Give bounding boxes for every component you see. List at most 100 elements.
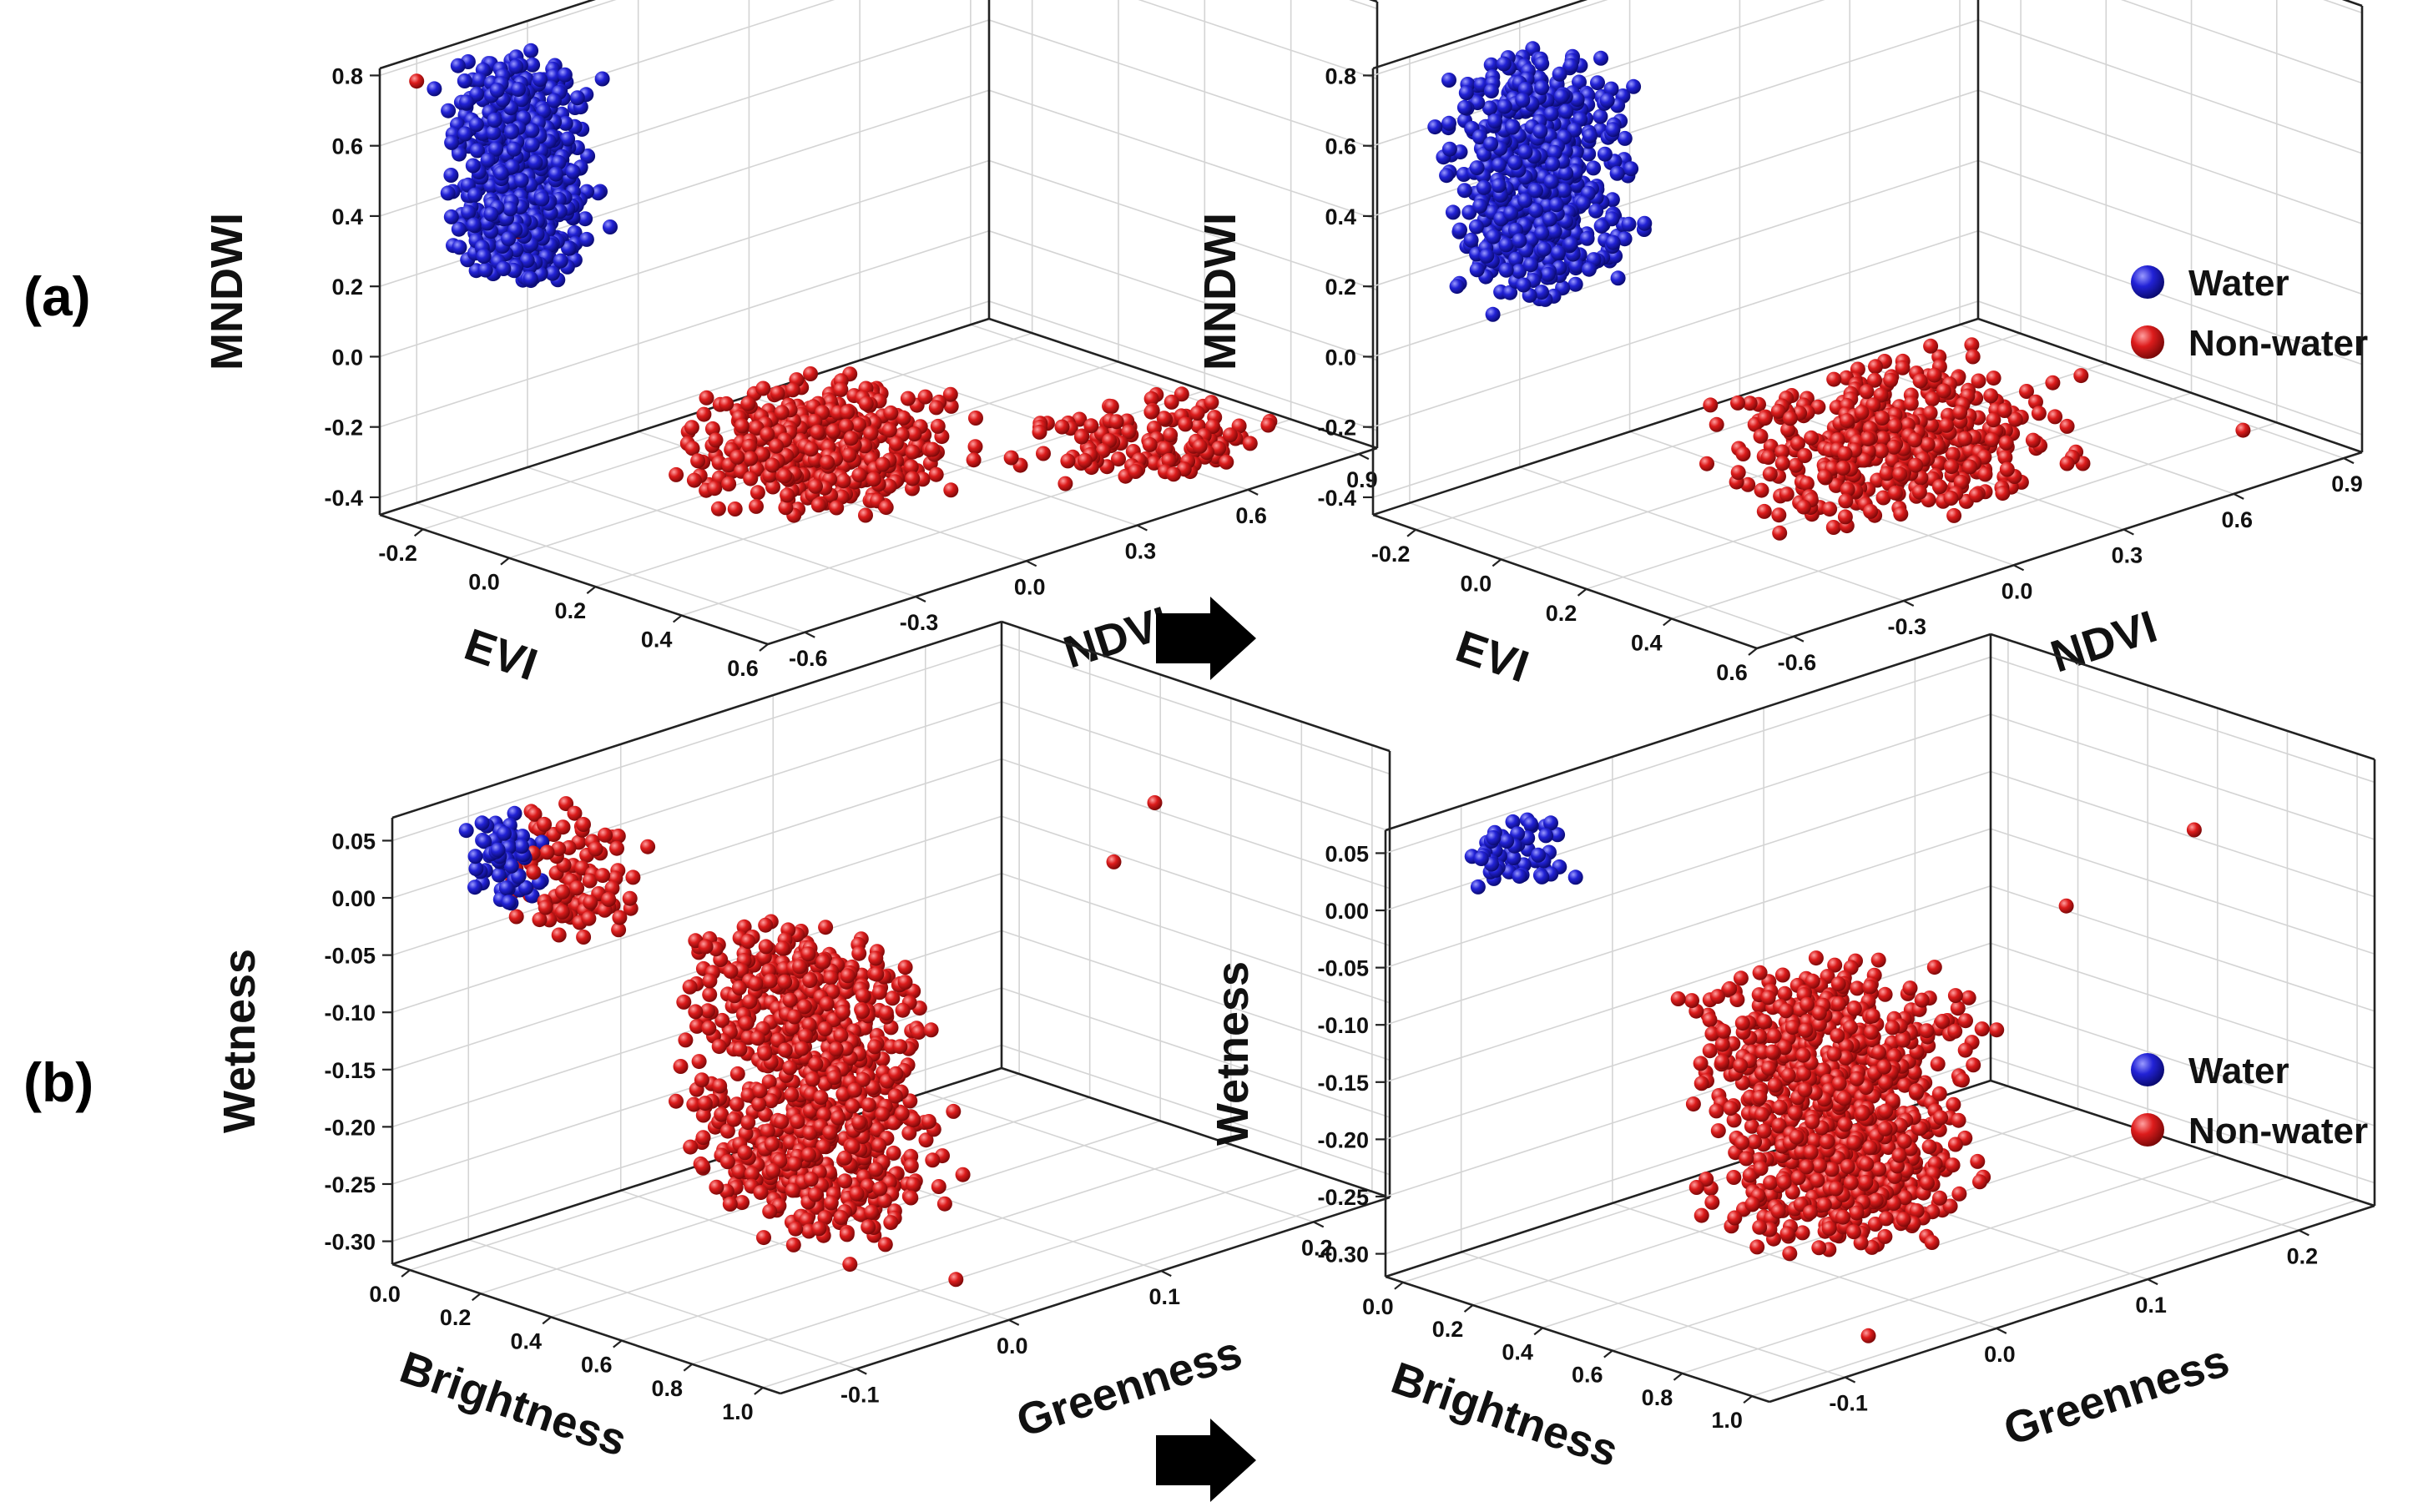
data-point-nonwater xyxy=(1972,1174,1987,1190)
data-point-nonwater xyxy=(1083,418,1099,434)
data-point-nonwater xyxy=(1709,416,1724,432)
data-point-nonwater xyxy=(903,1190,919,1206)
data-point-nonwater xyxy=(1772,525,1788,541)
data-point-nonwater xyxy=(894,1106,910,1121)
data-point-nonwater xyxy=(936,1196,952,1212)
y-tick-label: 0.1 xyxy=(1148,1284,1180,1309)
data-point-nonwater xyxy=(1895,1212,1911,1227)
grid-line xyxy=(1612,1202,1997,1329)
data-point-nonwater xyxy=(696,406,712,422)
data-point-nonwater xyxy=(723,964,739,979)
z-tick-label: -0.20 xyxy=(1317,1127,1369,1152)
data-point-nonwater xyxy=(1742,396,1758,411)
grid-line xyxy=(1671,421,2278,620)
data-point-water xyxy=(1599,93,1615,108)
data-point-nonwater xyxy=(906,1177,921,1192)
data-point-water xyxy=(493,165,509,181)
data-point-nonwater xyxy=(1036,446,1051,461)
data-point-nonwater xyxy=(1211,441,1227,456)
data-point-water xyxy=(1458,85,1474,101)
data-point-nonwater xyxy=(931,1179,946,1194)
x-tick-mark xyxy=(1743,1395,1753,1404)
data-point-water xyxy=(536,103,552,118)
data-point-nonwater xyxy=(845,1098,861,1114)
y-tick-mark xyxy=(2233,492,2244,500)
data-point-nonwater xyxy=(732,1041,748,1057)
grid-line xyxy=(1519,466,1905,602)
data-point-nonwater xyxy=(1883,372,1899,388)
data-point-water xyxy=(1550,827,1566,843)
data-point-nonwater xyxy=(764,1137,780,1152)
data-point-nonwater xyxy=(838,418,854,434)
data-point-water xyxy=(1506,850,1522,865)
data-point-nonwater xyxy=(1824,1162,1840,1177)
data-point-nonwater xyxy=(694,1158,710,1174)
data-point-water xyxy=(1548,197,1564,213)
data-point-water xyxy=(533,72,548,88)
data-point-water xyxy=(1534,56,1550,72)
data-point-nonwater xyxy=(1837,509,1853,525)
data-point-nonwater xyxy=(1840,481,1855,497)
grid-line xyxy=(1372,229,1979,428)
data-point-nonwater xyxy=(1812,1158,1827,1174)
grid-line xyxy=(2120,0,2363,84)
data-point-nonwater xyxy=(796,999,812,1015)
data-point-nonwater xyxy=(1156,411,1172,426)
y-tick-mark xyxy=(1160,1270,1172,1278)
x-tick-label: 0.4 xyxy=(641,627,673,653)
grid-line xyxy=(1001,1044,1391,1176)
chart-b-left: 0.00.20.40.60.81.0-0.10.00.10.2-0.30-0.2… xyxy=(215,620,1391,1466)
data-point-nonwater xyxy=(1826,371,1842,387)
axis-frame-line xyxy=(1372,513,1758,650)
axis-frame-line xyxy=(391,1263,781,1395)
data-point-nonwater xyxy=(508,909,524,925)
data-point-water xyxy=(472,72,487,88)
data-point-water xyxy=(1626,78,1642,94)
grid-line xyxy=(391,815,1002,1013)
data-point-nonwater xyxy=(777,468,793,484)
data-point-water xyxy=(1523,257,1538,273)
z-axis-label: Wetness xyxy=(1208,961,1258,1146)
y-tick-label: 0.2 xyxy=(2287,1243,2319,1268)
data-point-nonwater xyxy=(864,1204,879,1220)
data-point-nonwater xyxy=(1108,414,1124,430)
data-point-nonwater xyxy=(1032,424,1047,440)
data-point-nonwater xyxy=(906,426,922,441)
data-point-nonwater xyxy=(1897,1190,1913,1206)
data-point-water xyxy=(1515,93,1531,108)
data-point-nonwater xyxy=(785,1237,801,1252)
data-point-nonwater xyxy=(839,1227,855,1242)
data-point-water xyxy=(1623,161,1639,177)
legend-b-nonwater-label: Non-water xyxy=(2188,1111,2368,1152)
data-point-nonwater xyxy=(857,1020,873,1036)
data-point-nonwater xyxy=(948,1272,964,1288)
grid-line xyxy=(1001,701,1391,832)
grid-line xyxy=(1372,159,1979,358)
data-point-nonwater xyxy=(1914,992,1930,1008)
axis-frame-line xyxy=(988,317,1378,450)
data-point-nonwater xyxy=(1817,469,1833,485)
data-point-water xyxy=(1503,205,1518,221)
data-point-nonwater xyxy=(1762,466,1778,482)
x-tick-mark xyxy=(471,1293,482,1302)
data-point-nonwater xyxy=(818,920,834,935)
data-point-water xyxy=(1441,115,1456,131)
data-point-water xyxy=(1505,814,1521,829)
data-point-nonwater xyxy=(782,992,798,1008)
data-point-nonwater xyxy=(1964,337,1980,353)
data-point-nonwater xyxy=(930,418,946,434)
data-point-water xyxy=(468,117,484,133)
data-point-water xyxy=(1486,830,1502,845)
data-point-water xyxy=(524,123,540,139)
grid-line xyxy=(416,501,805,633)
z-tick-label: 0.0 xyxy=(331,345,363,370)
data-point-nonwater xyxy=(826,1070,842,1086)
data-point-nonwater xyxy=(1799,476,1815,491)
data-point-nonwater xyxy=(858,507,873,523)
x-tick-mark xyxy=(1663,617,1673,627)
data-point-nonwater xyxy=(1730,465,1746,481)
y-tick-label: -0.6 xyxy=(1778,650,1817,675)
data-point-nonwater xyxy=(1716,1023,1731,1039)
data-point-water xyxy=(1479,248,1495,264)
data-point-nonwater xyxy=(1945,446,1961,462)
